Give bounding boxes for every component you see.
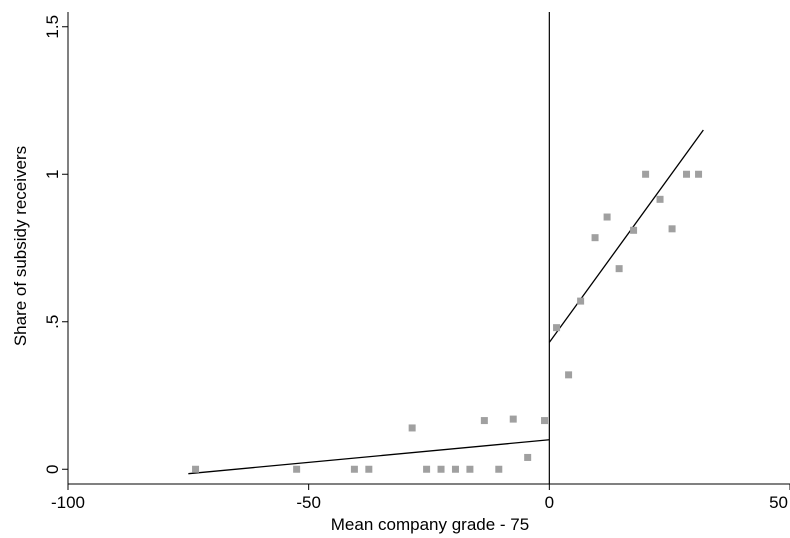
data-point xyxy=(615,265,623,273)
data-point xyxy=(466,465,474,473)
data-point xyxy=(365,465,373,473)
data-point xyxy=(603,213,611,221)
axes: 0 .5 1 1.5 -100 -50 0 50 xyxy=(43,12,790,512)
x-axis-title: Mean company grade - 75 xyxy=(331,515,529,534)
data-point xyxy=(642,170,650,178)
chart-labels: Mean company grade - 75 Share of subsidy… xyxy=(11,146,529,534)
data-point xyxy=(565,371,573,379)
data-point xyxy=(591,234,599,242)
data-point xyxy=(437,465,445,473)
data-point xyxy=(350,465,358,473)
data-point xyxy=(553,324,561,332)
data-point xyxy=(480,417,488,425)
x-tick-label: 0 xyxy=(545,493,554,512)
fit-line-right xyxy=(548,129,704,343)
y-tick-label: 0 xyxy=(43,465,62,474)
data-point xyxy=(408,424,416,432)
fit-line-left xyxy=(188,439,550,475)
data-point xyxy=(541,417,549,425)
y-tick-label: .5 xyxy=(43,315,62,329)
data-point xyxy=(509,415,517,423)
data-point xyxy=(656,195,664,203)
data-point xyxy=(524,453,532,461)
x-tick-label: -50 xyxy=(296,493,321,512)
data-point xyxy=(192,465,200,473)
data-point xyxy=(695,170,703,178)
x-tick-label: 50 xyxy=(769,493,788,512)
chart-marks xyxy=(188,12,704,484)
x-tick-label: -100 xyxy=(51,493,85,512)
data-point xyxy=(293,465,301,473)
y-axis-title: Share of subsidy receivers xyxy=(11,146,30,346)
data-point xyxy=(630,226,638,234)
y-tick-label: 1.5 xyxy=(43,15,62,39)
data-point xyxy=(683,170,691,178)
data-point xyxy=(423,465,431,473)
data-point xyxy=(668,225,676,233)
data-point xyxy=(495,465,503,473)
data-point xyxy=(451,465,459,473)
y-tick-label: 1 xyxy=(43,170,62,179)
data-point xyxy=(577,297,585,305)
